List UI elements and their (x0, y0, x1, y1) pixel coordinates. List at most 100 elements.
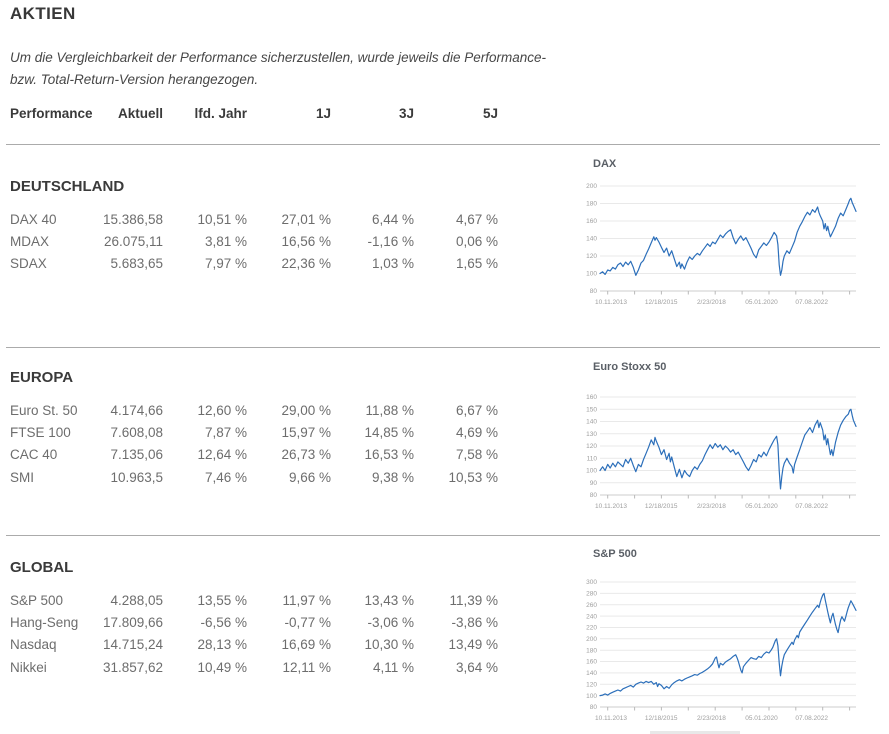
index-name: Euro St. 50 (10, 402, 78, 418)
value-cell: 7,97 % (204, 256, 247, 272)
index-name: Hang-Seng (10, 615, 79, 631)
index-name: SMI (10, 469, 35, 485)
value-cell: 26,73 % (281, 447, 331, 463)
dax-chart: DAX 200 180 160 140 120 100 80 10.11.2013 12/18/… (586, 158, 864, 321)
section-title-global: GLOBAL (10, 559, 74, 576)
chart-title-euro-stoxx: Euro Stoxx 50 (593, 361, 667, 373)
value-cell: 13,55 % (197, 592, 247, 608)
value-cell: 26.075,11 (103, 234, 163, 250)
value-cell: 4,69 % (455, 425, 498, 441)
page-title: AKTIEN (10, 4, 76, 23)
value-cell: 17.809,66 (102, 615, 163, 631)
svg-text:150: 150 (586, 407, 597, 414)
svg-text:2/23/2018: 2/23/2018 (697, 299, 726, 306)
table-row: DAX 40 15.386,58 10,51 % 27,01 % 6,44 % 4,67 … (10, 208, 498, 230)
table-header-row: Performance Aktuell lfd. Jahr 1J 3J 5J (10, 106, 498, 121)
value-cell: 1,03 % (371, 256, 414, 272)
value-cell: 11,88 % (365, 402, 414, 418)
svg-text:200: 200 (586, 636, 597, 643)
section-divider (6, 144, 880, 145)
value-cell: 9,38 % (371, 469, 414, 485)
value-cell: 3,81 % (204, 234, 247, 250)
index-name: Nasdaq (10, 637, 57, 653)
svg-text:07.08.2022: 07.08.2022 (795, 503, 828, 510)
table-row: Nasdaq 14.715,24 28,13 % 16,69 % 10,30 % 13,4… (10, 634, 498, 656)
value-cell: 29,00 % (281, 402, 331, 418)
svg-text:280: 280 (586, 591, 597, 598)
value-cell: 7.608,08 (110, 425, 163, 441)
section-title-deutschland: DEUTSCHLAND (10, 178, 125, 195)
table-row: SDAX 5.683,65 7,97 % 22,36 % 1,03 % 1,65 % (10, 253, 498, 275)
column-header-5j: 5J (482, 106, 498, 121)
chart-title-dax: DAX (593, 158, 617, 170)
svg-text:10.11.2013: 10.11.2013 (595, 715, 627, 722)
value-cell: 4.174,66 (110, 402, 163, 418)
svg-text:90: 90 (590, 480, 598, 487)
column-header-3j: 3J (398, 106, 414, 121)
euro-stoxx-chart: Euro Stoxx 50 160 150 140 130 120 110 100 90 80 1… (586, 361, 864, 525)
value-cell: 22,36 % (281, 256, 331, 272)
table-row: SMI 10.963,5 7,46 % 9,66 % 9,38 % 10,53 % (10, 466, 498, 488)
table-row: S&P 500 4.288,05 13,55 % 11,97 % 13,43 % 11,3… (10, 589, 498, 611)
index-name: SDAX (10, 256, 47, 272)
table-row: Hang-Seng 17.809,66 -6,56 % -0,77 % -3,06 % -… (10, 611, 498, 633)
value-cell: 4,11 % (372, 659, 414, 675)
svg-text:120: 120 (586, 253, 597, 260)
disclaimer-line-1: Um die Vergleichbarkeit der Performance … (10, 50, 546, 65)
value-cell: 14,85 % (364, 425, 414, 441)
index-name: CAC 40 (10, 447, 58, 463)
value-cell: -3,06 % (367, 615, 414, 631)
svg-text:130: 130 (586, 431, 597, 438)
value-cell: 3,64 % (455, 659, 498, 675)
chart-title-sp500: S&P 500 (593, 548, 637, 560)
svg-text:12/18/2015: 12/18/2015 (645, 715, 678, 722)
value-cell: 16,69 % (281, 637, 331, 653)
table-deutschland: DAX 40 15.386,58 10,51 % 27,01 % 6,44 % 4,67 … (10, 208, 498, 275)
svg-text:80: 80 (590, 288, 598, 295)
svg-text:10.11.2013: 10.11.2013 (595, 503, 627, 510)
value-cell: 11,39 % (449, 592, 498, 608)
svg-text:110: 110 (587, 456, 598, 463)
svg-text:260: 260 (586, 602, 597, 609)
svg-text:160: 160 (586, 218, 597, 225)
value-cell: -1,16 % (367, 234, 414, 250)
section-divider (6, 535, 880, 536)
svg-text:180: 180 (586, 647, 597, 654)
svg-text:05.01.2020: 05.01.2020 (745, 299, 778, 306)
value-cell: 28,13 % (197, 637, 247, 653)
line-chart-svg: 300 280 260 240 220 200 180 160 140 120 100 80 10.11… (586, 579, 857, 722)
svg-text:80: 80 (590, 704, 598, 711)
svg-text:180: 180 (586, 201, 597, 208)
index-name: MDAX (10, 234, 50, 250)
svg-text:12/18/2015: 12/18/2015 (645, 503, 678, 510)
value-cell: 10,30 % (364, 637, 414, 653)
column-header-aktuell: Aktuell (117, 106, 163, 121)
disclaimer-text: Um die Vergleichbarkeit der Performance … (10, 47, 546, 91)
value-cell: -6,56 % (200, 615, 247, 631)
svg-text:120: 120 (586, 682, 597, 689)
svg-text:10.11.2013: 10.11.2013 (595, 299, 627, 306)
value-cell: 7,87 % (204, 425, 247, 441)
index-name: Nikkei (10, 659, 47, 675)
svg-text:80: 80 (590, 492, 598, 499)
table-europa: Euro St. 50 4.174,66 12,60 % 29,00 % 11,88 %… (10, 399, 498, 489)
column-header-performance: Performance (10, 106, 93, 121)
svg-text:300: 300 (586, 579, 597, 586)
value-cell: 6,44 % (371, 211, 414, 227)
value-cell: 4,67 % (455, 211, 498, 227)
svg-text:100: 100 (586, 468, 597, 475)
value-cell: 16,53 % (364, 447, 414, 463)
value-cell: 4.288,05 (110, 592, 163, 608)
index-name: S&P 500 (10, 592, 64, 608)
value-cell: -0,77 % (284, 615, 331, 631)
svg-text:05.01.2020: 05.01.2020 (745, 715, 778, 722)
value-cell: 6,67 % (455, 402, 498, 418)
svg-text:07.08.2022: 07.08.2022 (795, 299, 828, 306)
value-cell: 1,65 % (455, 256, 498, 272)
value-cell: 7.135,06 (110, 447, 163, 463)
value-cell: 7,58 % (455, 447, 498, 463)
value-cell: 10,51 % (197, 211, 247, 227)
svg-text:2/23/2018: 2/23/2018 (697, 715, 726, 722)
section-divider (6, 347, 880, 348)
svg-text:12/18/2015: 12/18/2015 (645, 299, 678, 306)
